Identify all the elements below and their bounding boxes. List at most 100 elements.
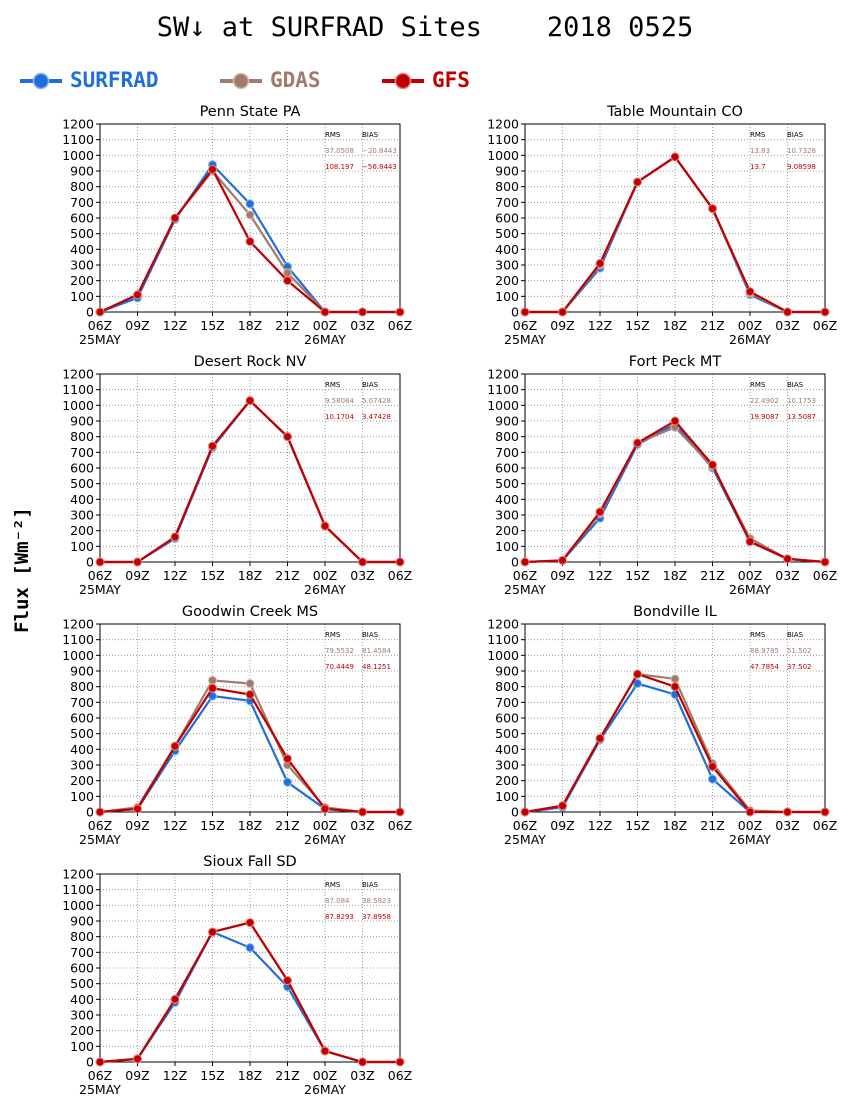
stats-header-rms: RMS <box>325 131 341 139</box>
data-point <box>95 307 105 317</box>
x-tick-label: 18Z <box>663 568 687 583</box>
data-point <box>708 204 717 214</box>
data-point <box>95 557 105 567</box>
legend-marker-gdas-icon <box>220 72 262 90</box>
legend-label-surfrad: SURFRAD <box>70 68 159 92</box>
y-tick-label: 700 <box>70 195 94 210</box>
chart-title: Penn State PA <box>200 104 301 120</box>
data-point <box>520 307 530 317</box>
y-tick-label: 1100 <box>487 382 519 397</box>
y-tick-label: 400 <box>70 992 94 1007</box>
y-tick-label: 500 <box>495 226 519 241</box>
y-tick-label: 900 <box>495 664 519 679</box>
y-tick-label: 1000 <box>62 648 94 663</box>
series-surfrad <box>520 152 830 317</box>
x-tick-label: 06Z <box>388 318 412 333</box>
x-tick-label: 06Z <box>88 818 112 833</box>
x-date-label: 25MAY <box>79 332 121 347</box>
x-tick-label: 21Z <box>275 1068 299 1083</box>
y-tick-label: 800 <box>495 179 519 194</box>
x-tick-label: 09Z <box>550 568 574 583</box>
x-tick-label: 18Z <box>238 318 262 333</box>
y-tick-label: 300 <box>495 758 519 773</box>
stats-header-bias: BIAS <box>787 131 804 139</box>
x-tick-label: 12Z <box>588 318 612 333</box>
x-tick-label: 18Z <box>238 818 262 833</box>
y-tick-label: 300 <box>495 508 519 523</box>
stats-bias-gfs: −56.8443 <box>362 163 397 171</box>
y-tick-label: 900 <box>495 164 519 179</box>
y-tick-label: 1100 <box>62 882 94 897</box>
data-point <box>670 416 680 426</box>
y-tick-label: 900 <box>70 414 94 429</box>
data-point <box>520 807 530 817</box>
chart-table-mountain-co: Table Mountain CO 01002003004005006007008… <box>487 104 837 347</box>
chart-title: Table Mountain CO <box>606 104 743 120</box>
y-tick-label: 600 <box>495 711 519 726</box>
x-tick-label: 06Z <box>813 818 837 833</box>
data-point <box>245 396 255 406</box>
x-tick-label: 03Z <box>350 818 374 833</box>
y-tick-label: 900 <box>70 164 94 179</box>
x-date-label: 26MAY <box>304 1082 346 1097</box>
data-point <box>783 554 792 564</box>
series-gfs <box>95 683 405 817</box>
data-point <box>670 674 680 684</box>
x-date-label: 25MAY <box>504 332 546 347</box>
x-tick-label: 00Z <box>313 1068 337 1083</box>
x-tick-label: 06Z <box>388 1068 412 1083</box>
y-tick-label: 200 <box>70 773 94 788</box>
y-tick-label: 0 <box>86 555 94 570</box>
x-tick-label: 03Z <box>775 568 799 583</box>
data-point <box>133 290 142 300</box>
chart-title: Bondville IL <box>633 604 717 620</box>
chart-sioux-fall-sd: Sioux Fall SD 010020030040050060070080090… <box>62 854 412 1097</box>
series-gdas <box>520 152 830 317</box>
series-line <box>100 399 400 564</box>
y-tick-label: 300 <box>495 258 519 273</box>
x-tick-label: 09Z <box>550 818 574 833</box>
y-tick-label: 0 <box>86 1055 94 1070</box>
x-tick-label: 03Z <box>775 818 799 833</box>
y-tick-label: 700 <box>495 195 519 210</box>
stats-rms-gfs: 10.1704 <box>325 413 354 421</box>
x-tick-label: 00Z <box>738 318 762 333</box>
data-point <box>245 237 255 246</box>
data-point <box>208 675 217 685</box>
data-point <box>245 679 255 689</box>
stats-bias-gdas: 10.7328 <box>787 147 816 155</box>
x-date-label: 25MAY <box>79 582 121 597</box>
data-point <box>283 754 292 764</box>
stats-rms-gdas: 37.0508 <box>325 147 354 155</box>
data-point <box>595 258 605 268</box>
data-point <box>633 669 642 679</box>
y-tick-label: 500 <box>70 476 94 491</box>
y-tick-label: 1100 <box>62 382 94 397</box>
data-point <box>820 307 830 317</box>
data-point <box>283 777 292 787</box>
x-tick-label: 12Z <box>163 818 187 833</box>
y-tick-label: 1200 <box>62 117 94 132</box>
series-gfs <box>95 396 405 567</box>
y-tick-label: 0 <box>86 305 94 320</box>
data-point <box>320 307 330 317</box>
chart-title: Fort Peck MT <box>629 354 722 370</box>
y-tick-label: 900 <box>70 664 94 679</box>
y-tick-label: 1200 <box>487 367 519 382</box>
x-tick-label: 06Z <box>388 818 412 833</box>
y-tick-label: 500 <box>70 726 94 741</box>
y-tick-label: 700 <box>70 445 94 460</box>
data-point <box>558 307 567 317</box>
y-tick-label: 400 <box>70 742 94 757</box>
data-point <box>245 199 255 209</box>
y-tick-label: 1100 <box>487 132 519 147</box>
x-tick-label: 15Z <box>200 568 224 583</box>
y-tick-label: 500 <box>70 976 94 991</box>
y-tick-label: 1200 <box>487 117 519 132</box>
x-tick-label: 12Z <box>163 1068 187 1083</box>
stats-header-rms: RMS <box>750 631 766 639</box>
y-tick-label: 1000 <box>487 648 519 663</box>
series-line <box>525 155 825 314</box>
y-tick-label: 100 <box>70 1039 94 1054</box>
stats-bias-gdas: 5.07428 <box>362 397 391 405</box>
